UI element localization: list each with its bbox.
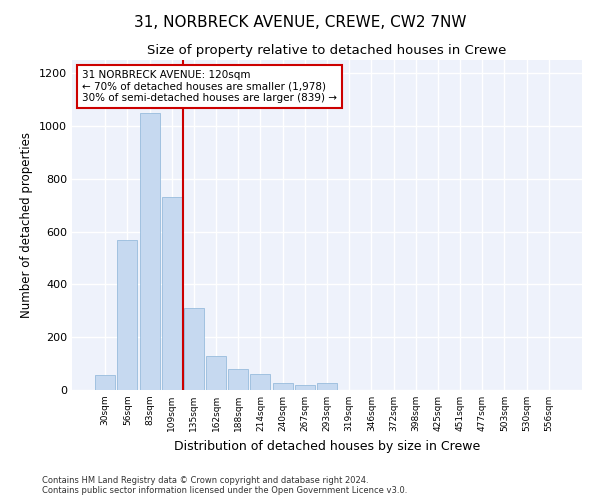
Bar	[184, 308, 204, 390]
X-axis label: Distribution of detached houses by size in Crewe: Distribution of detached houses by size …	[174, 440, 480, 452]
Text: 31 NORBRECK AVENUE: 120sqm
← 70% of detached houses are smaller (1,978)
30% of s: 31 NORBRECK AVENUE: 120sqm ← 70% of deta…	[82, 70, 337, 103]
Bar	[272, 382, 293, 390]
Y-axis label: Number of detached properties: Number of detached properties	[20, 132, 34, 318]
Bar	[228, 369, 248, 390]
Bar	[118, 240, 137, 390]
Bar	[250, 374, 271, 390]
Text: 31, NORBRECK AVENUE, CREWE, CW2 7NW: 31, NORBRECK AVENUE, CREWE, CW2 7NW	[134, 15, 466, 30]
Bar	[206, 356, 226, 390]
Bar	[140, 113, 160, 390]
Bar	[95, 376, 115, 390]
Bar	[162, 198, 182, 390]
Text: Contains HM Land Registry data © Crown copyright and database right 2024.
Contai: Contains HM Land Registry data © Crown c…	[42, 476, 407, 495]
Bar	[317, 384, 337, 390]
Bar	[295, 384, 315, 390]
Title: Size of property relative to detached houses in Crewe: Size of property relative to detached ho…	[148, 44, 506, 58]
